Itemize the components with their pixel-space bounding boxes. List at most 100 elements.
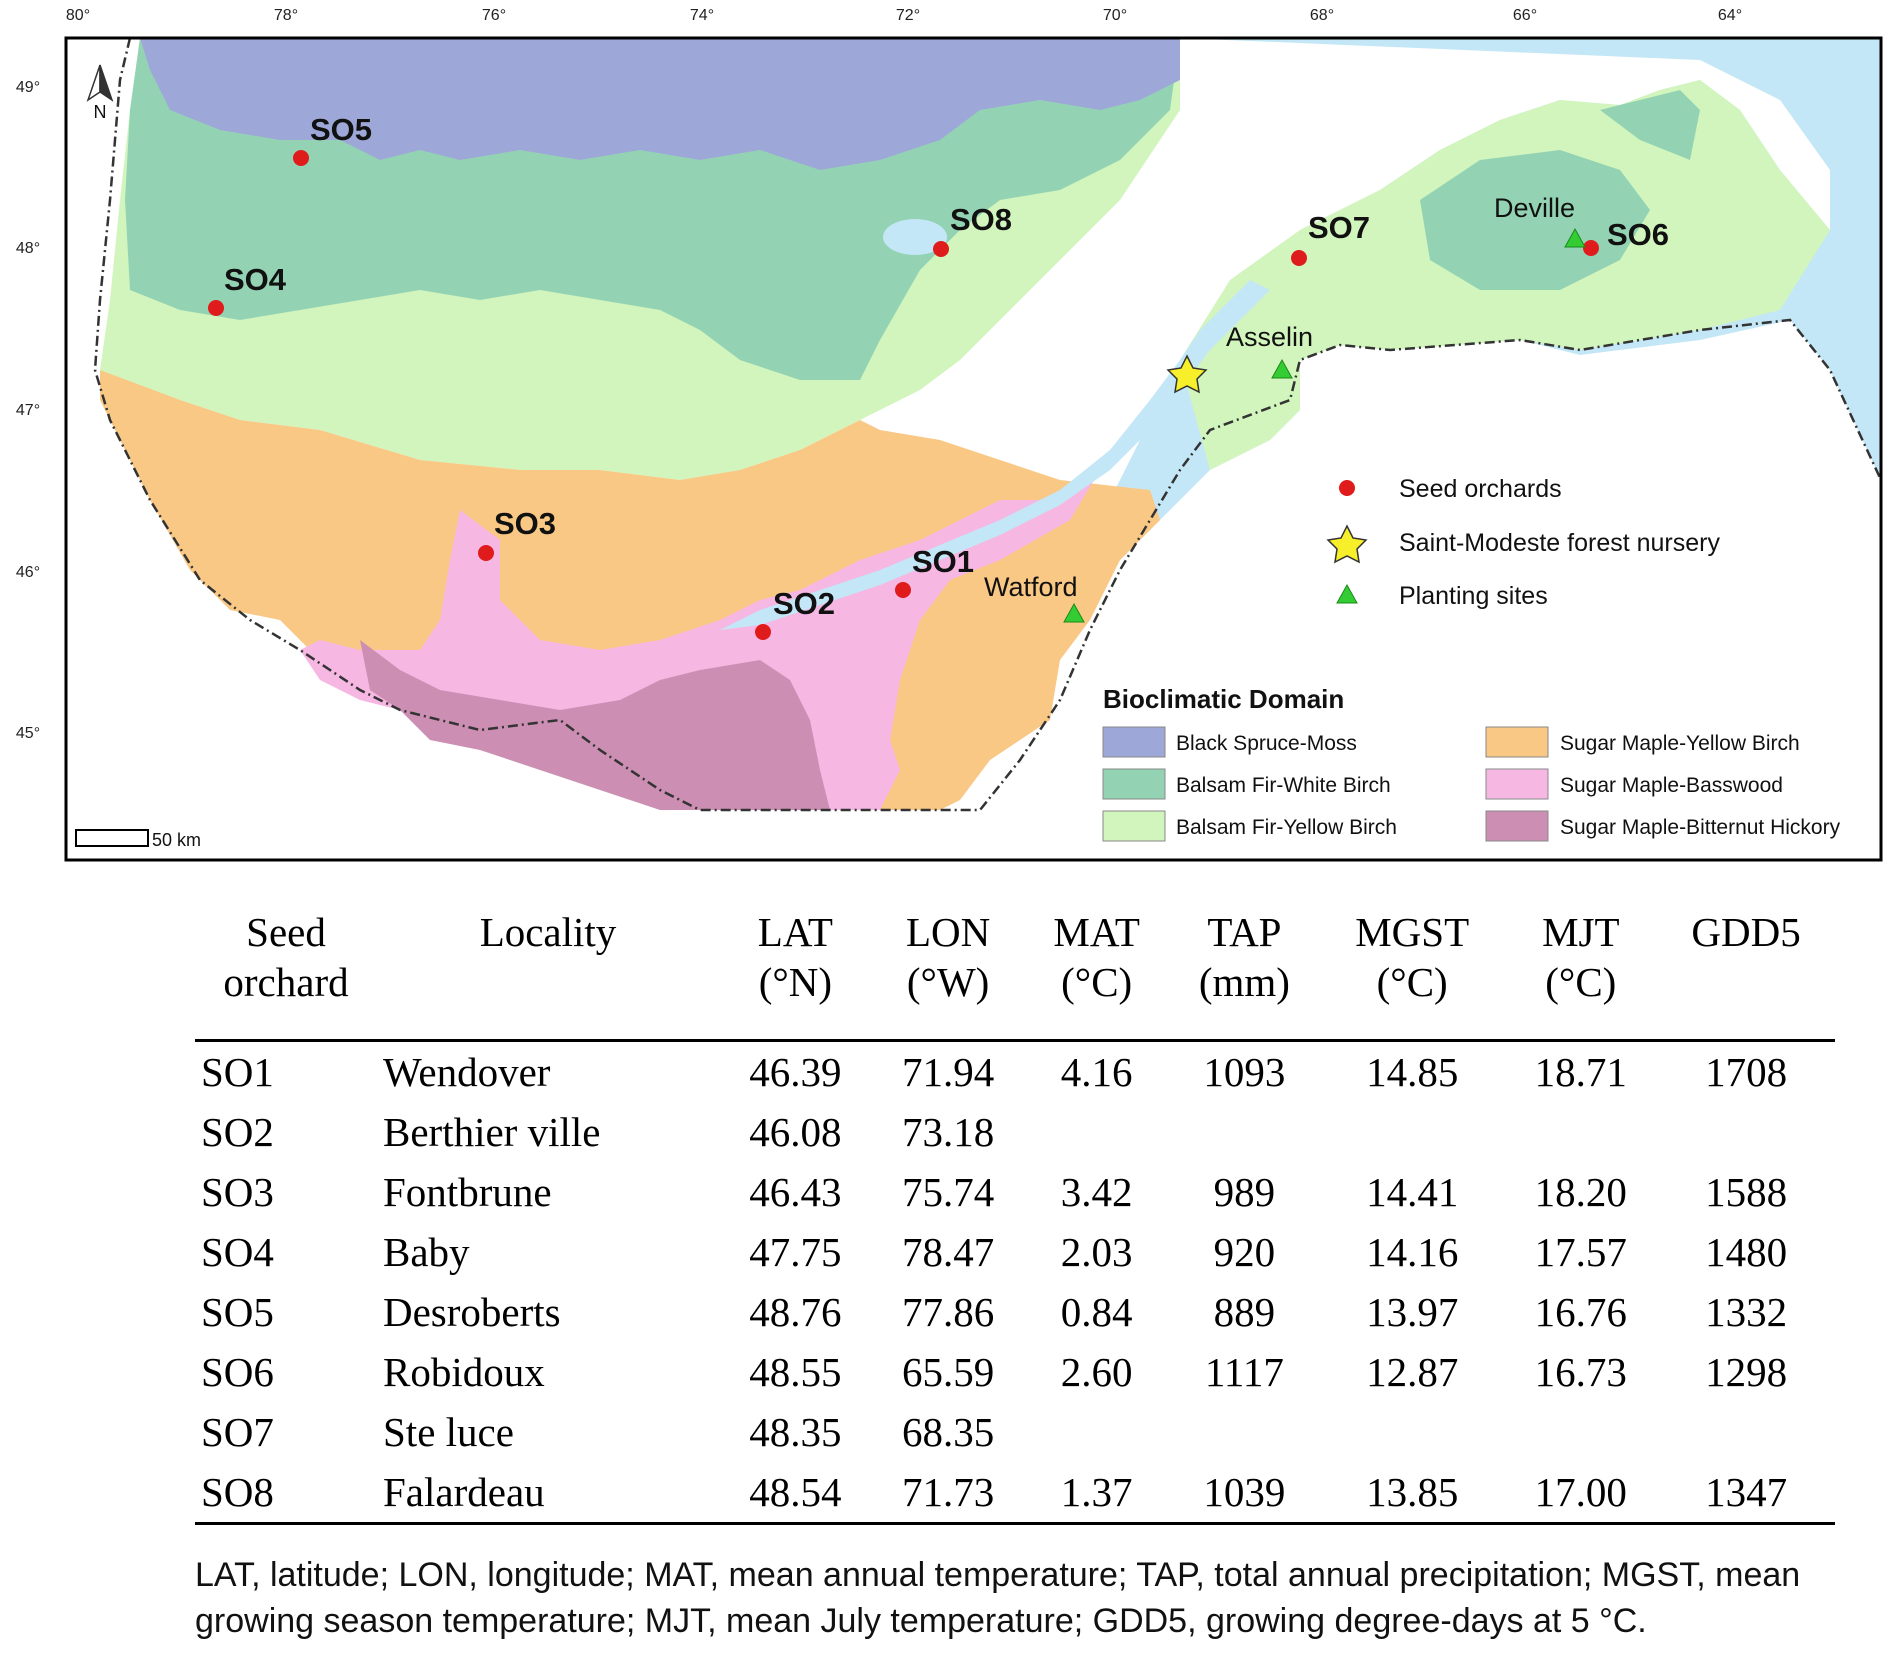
planting-site-marker[interactable] <box>1564 227 1586 248</box>
table-cell <box>1657 1402 1835 1462</box>
header-mat: MAT (°C) <box>1053 909 1140 1005</box>
table-cell: SO3 <box>201 1169 274 1215</box>
domain-swatch <box>1102 810 1166 842</box>
table-cell: 920 <box>1213 1229 1276 1275</box>
seed-orchard-label: SO2 <box>773 586 835 621</box>
table-cell: 48.54 <box>749 1469 842 1515</box>
north-arrow-icon: N <box>86 64 114 122</box>
planting-site-marker[interactable] <box>1271 358 1293 379</box>
lon-tick-64: 64° <box>1718 7 1742 24</box>
table-cell: 3.42 <box>1060 1169 1133 1215</box>
table-cell: 1588 <box>1705 1169 1788 1215</box>
table-cell: 46.39 <box>749 1049 842 1095</box>
planting-site-label: Asselin <box>1226 322 1313 352</box>
domain-label: Black Spruce-Moss <box>1176 732 1357 755</box>
seed-orchard-marker[interactable] <box>208 300 224 316</box>
table-cell: Baby <box>383 1229 470 1275</box>
table-cell: 14.41 <box>1366 1169 1459 1215</box>
header-tap: TAP (mm) <box>1198 909 1290 1005</box>
domain-label: Balsam Fir-White Birch <box>1176 774 1391 797</box>
lon-tick-74: 74° <box>690 7 714 24</box>
table-cell <box>1504 1102 1657 1162</box>
header-mjt: MJT (°C) <box>1542 909 1620 1005</box>
seed-orchard-label: SO5 <box>310 112 372 147</box>
nursery-star-icon[interactable] <box>1166 354 1208 394</box>
table-cell: Desroberts <box>383 1289 561 1335</box>
lat-tick-48: 48° <box>16 240 40 257</box>
table-cell: 4.16 <box>1060 1049 1133 1095</box>
seed-orchard-label: SO6 <box>1607 217 1669 252</box>
lon-tick-66: 66° <box>1513 7 1537 24</box>
table-cell: 18.71 <box>1534 1049 1627 1095</box>
table-cell <box>1169 1402 1320 1462</box>
table-cell <box>1024 1102 1168 1162</box>
seed-orchard-label: SO3 <box>494 506 556 541</box>
table-cell: Berthier ville <box>383 1109 601 1155</box>
table-cell <box>1320 1402 1505 1462</box>
table-cell: 1.37 <box>1060 1469 1133 1515</box>
table-cell: 73.18 <box>901 1109 995 1155</box>
table-cell <box>1169 1102 1320 1162</box>
table-cell: 1093 <box>1203 1049 1286 1095</box>
table-row: SO6 Robidoux 48.55 65.59 2.60 1117 12.87 16.73 1… <box>195 1342 1835 1402</box>
bioclimatic-map: 80° 78° 76° 74° 72° 70° 68° 66° 64° 49° … <box>16 7 1883 862</box>
seed-orchard-label: SO7 <box>1308 210 1370 245</box>
domain-label: Sugar Maple-Basswood <box>1560 774 1783 797</box>
table-cell: 48.35 <box>749 1409 842 1455</box>
table-cell <box>1024 1402 1168 1462</box>
table-row: SO5 Desroberts 48.76 77.86 0.84 889 13.97 16.76… <box>195 1282 1835 1342</box>
domain-label: Sugar Maple-Bitternut Hickory <box>1560 816 1841 839</box>
planting-site-marker[interactable] <box>1063 602 1085 623</box>
table-cell: Wendover <box>383 1049 551 1095</box>
domain-legend: Bioclimatic Domain Black Spruce-Moss Bal… <box>1102 684 1841 842</box>
table-row: SO1 Wendover 46.39 71.94 4.16 1093 14.85 18.71 1… <box>195 1041 1835 1103</box>
seed-orchard-marker[interactable] <box>755 624 771 640</box>
seed-orchard-marker[interactable] <box>293 150 309 166</box>
lake-st-jean <box>883 219 947 255</box>
table-cell: 1298 <box>1705 1349 1788 1395</box>
table-cell: 18.20 <box>1534 1169 1627 1215</box>
seed-orchard-marker[interactable] <box>1583 240 1599 256</box>
marker-legend: Seed orchards Saint-Modeste forest nurse… <box>1326 475 1720 610</box>
table-cell: Robidoux <box>383 1349 545 1395</box>
map-svg: 80° 78° 76° 74° 72° 70° 68° 66° 64° 49° … <box>16 7 1883 862</box>
table-cell: 1039 <box>1203 1469 1286 1515</box>
legend-planting-sites-label: Planting sites <box>1399 582 1548 610</box>
table-cell: 1117 <box>1204 1349 1284 1395</box>
table-row: SO3 Fontbrune 46.43 75.74 3.42 989 14.41 18.20 1… <box>195 1162 1835 1222</box>
table-cell: 1332 <box>1705 1289 1788 1335</box>
table-cell: 71.73 <box>901 1469 995 1515</box>
table-cell: Fontbrune <box>383 1169 552 1215</box>
seed-orchard-table-container: Seed orchard Locality LAT (°N) LON (°W) MAT… <box>195 905 1835 1525</box>
lon-tick-70: 70° <box>1103 7 1127 24</box>
table-cell: 46.43 <box>749 1169 842 1215</box>
domain-sugar-maple-bitternut-hickory <box>360 640 830 810</box>
table-cell: 48.55 <box>749 1349 842 1395</box>
table-cell: 48.76 <box>749 1289 842 1335</box>
scale-label: 50 km <box>152 830 201 850</box>
table-cell: 0.84 <box>1060 1289 1133 1335</box>
lat-tick-46: 46° <box>16 564 40 581</box>
legend-seed-orchards-label: Seed orchards <box>1399 475 1562 503</box>
table-cell: 71.94 <box>901 1049 995 1095</box>
domain-label: Balsam Fir-Yellow Birch <box>1176 816 1397 839</box>
table-cell: 47.75 <box>749 1229 842 1275</box>
lat-axis: 49° 48° 47° 46° 45° <box>16 79 40 742</box>
table-cell: 889 <box>1213 1289 1276 1335</box>
seed-orchard-marker[interactable] <box>933 241 949 257</box>
scale-bar: 50 km <box>75 829 201 850</box>
seed-orchard-marker[interactable] <box>478 545 494 561</box>
table-cell: 14.16 <box>1366 1229 1459 1275</box>
table-header-row: Seed orchard Locality LAT (°N) LON (°W) MAT… <box>195 905 1835 1041</box>
domain-swatch <box>1485 768 1549 800</box>
seed-orchard-label: SO8 <box>950 202 1012 237</box>
table-cell: SO4 <box>201 1229 274 1275</box>
table-cell: 75.74 <box>901 1169 995 1215</box>
table-cell <box>1504 1402 1657 1462</box>
seed-orchard-marker[interactable] <box>895 582 911 598</box>
table-row: SO8 Falardeau 48.54 71.73 1.37 1039 13.85 17.00… <box>195 1462 1835 1524</box>
header-gdd5: GDD5 <box>1691 909 1801 955</box>
domain-swatch <box>1102 726 1166 758</box>
seed-orchard-marker[interactable] <box>1291 250 1307 266</box>
lat-tick-47: 47° <box>16 402 40 419</box>
